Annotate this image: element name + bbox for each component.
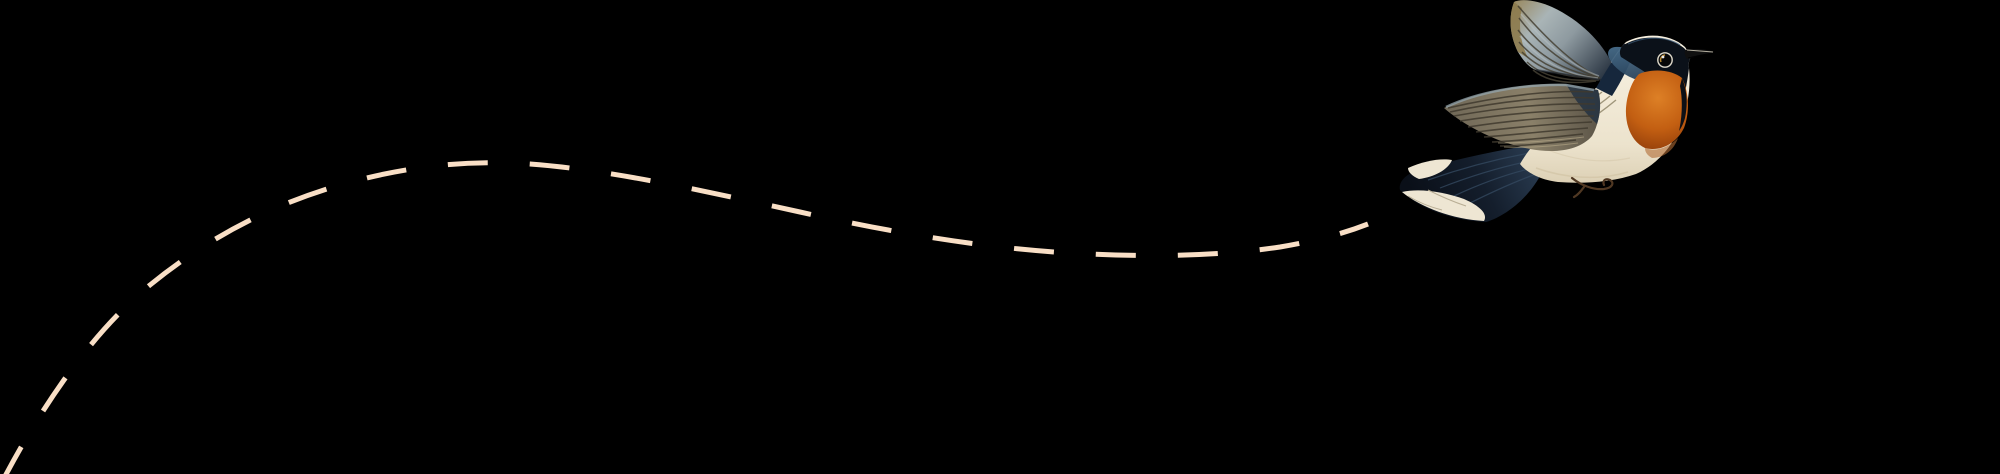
bird-beak — [1684, 48, 1714, 59]
raised-wing-olive-edge — [1510, 2, 1528, 58]
tail-white-bottom-tips — [1402, 190, 1486, 221]
bird-raised-wing — [1510, 0, 1613, 84]
dashed-flight-path — [3, 160, 1369, 474]
bird-orange-breast — [1625, 70, 1688, 158]
tail-white-upper-patch — [1408, 159, 1452, 179]
bird-far-wing — [1444, 83, 1601, 152]
bird-neck-sheen — [1608, 46, 1654, 82]
bird-tail — [1399, 142, 1553, 222]
bird-foot — [1570, 176, 1614, 199]
bird-eye — [1657, 52, 1673, 68]
swallow-bird-illustration — [1399, 0, 1714, 222]
